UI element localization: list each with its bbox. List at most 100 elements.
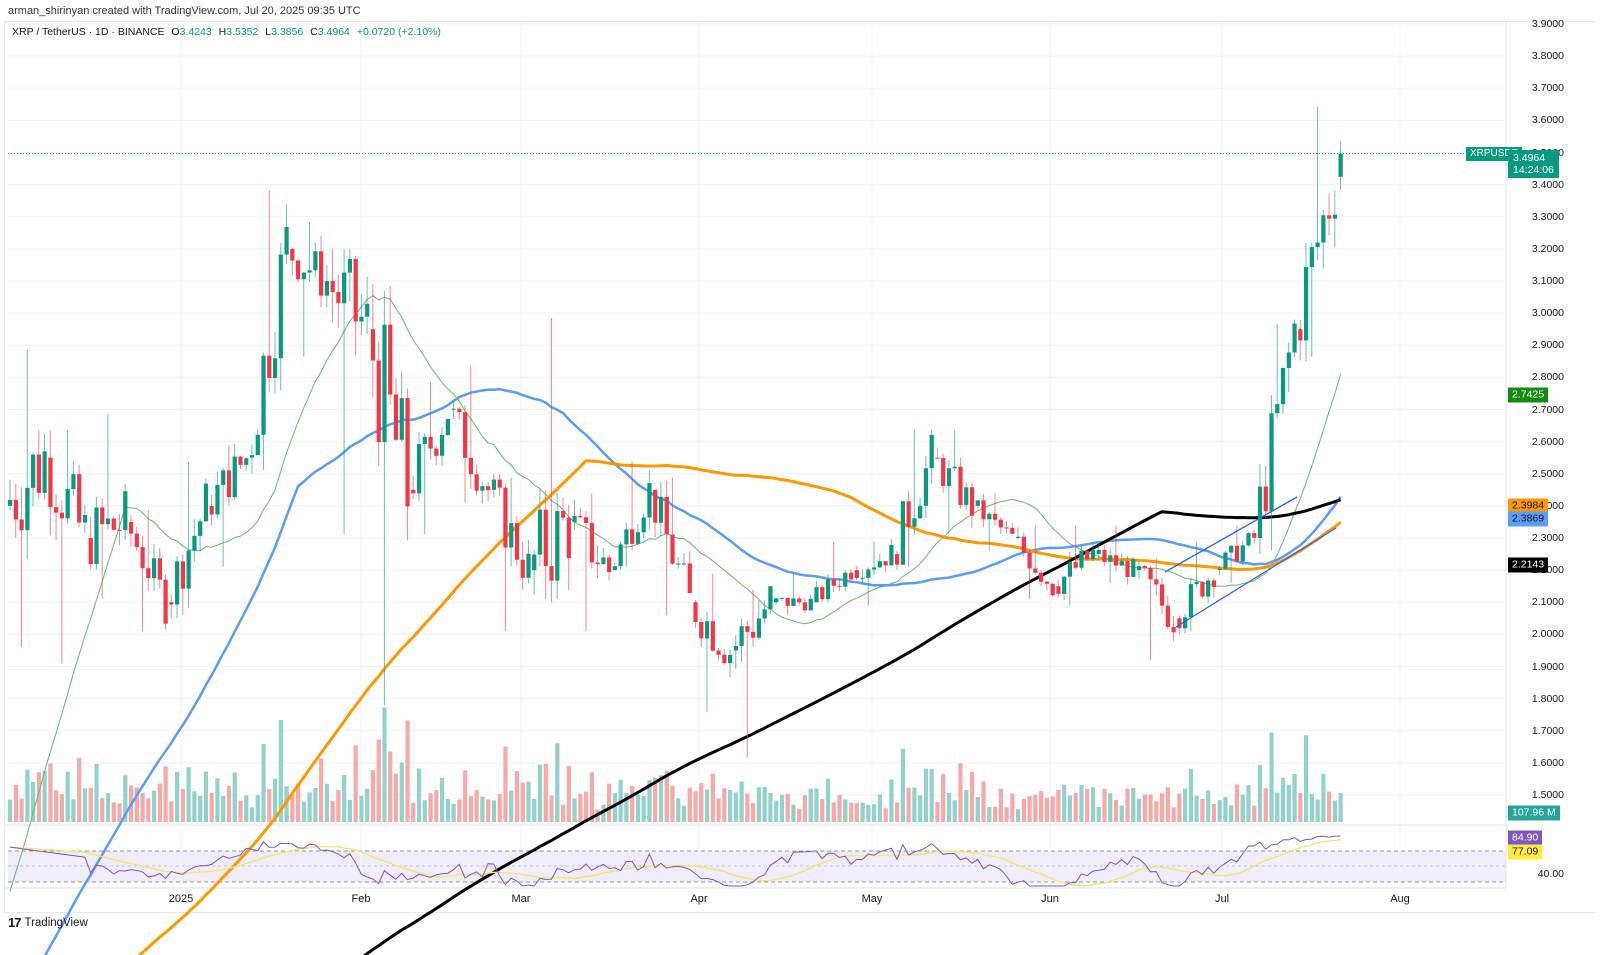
candle-body [912,518,917,527]
ma100-line [137,459,1342,955]
volume-bar [180,789,185,822]
volume-bar [486,799,491,822]
volume-bar [25,769,30,822]
volume-bar [1131,788,1136,822]
candle-body [1252,533,1257,538]
candle-body [1067,562,1073,577]
candle-body [342,272,347,304]
volume-bar [290,793,295,822]
volume-bar [843,799,848,822]
volume-bar [1177,793,1182,822]
bar-countdown: 14:24:06 [1513,164,1554,176]
volume-bar [105,793,111,822]
candle-body [457,408,462,413]
candle-body [1240,545,1245,562]
candle-body [1188,584,1193,618]
volume-bar [791,804,796,822]
volume-bar [1142,794,1147,822]
volume-bar [1183,788,1188,822]
volume-bar [1125,788,1130,822]
candle-body [900,501,905,565]
candle-body [1102,549,1107,562]
volume-bar [566,765,571,822]
volume-bar [1113,799,1119,822]
price-tick-label: 3.1000 [1531,275,1564,287]
volume-bar [336,790,341,822]
volume-bar [370,770,376,822]
open-label: O [171,26,180,38]
candle-body [445,419,450,435]
candle-body [463,412,468,458]
candle-body [975,500,980,506]
candle-body [941,458,946,487]
volume-bar [1217,800,1222,822]
volume-bar [36,772,41,822]
candle-body [123,491,128,531]
candle-body [1338,153,1343,177]
candle-body [1154,579,1159,585]
volume-bar [1073,792,1078,822]
candle-body [54,507,59,513]
volume-bar [601,804,606,822]
volume-bar [509,790,514,822]
ma-value-tag: 2.2143 [1508,557,1549,573]
candle-body [353,258,358,322]
candle-body [422,436,427,444]
candle-body [1062,576,1067,594]
tradingview-logo[interactable]: 17 TradingView [8,915,88,930]
time-tick-label: 2025 [168,893,194,905]
candle-body [134,533,139,548]
volume-bar [1304,735,1309,822]
volume-bar [998,788,1003,822]
volume-bar [457,799,462,822]
time-tick-label: Mar [511,893,531,905]
candle-body [687,563,692,594]
candle-body [215,484,220,515]
candle-body [739,626,744,646]
volume-bar [693,791,698,822]
candle-body [918,505,923,519]
volume-bar [123,775,128,822]
volume-bar [503,746,508,822]
ma-value-tag: 2.3984 [1508,498,1549,514]
candle-body [854,570,859,578]
volume-bar [480,796,485,822]
volume-bar [1252,805,1257,822]
candle-body [676,563,681,565]
candle-body [572,515,577,522]
volume-bar [751,803,756,822]
candle-body [388,324,393,395]
volume-bar [405,720,410,822]
low-label: L [265,26,272,38]
candle-body [866,569,871,578]
candle-body [117,529,122,531]
price-tick-label: 3.6000 [1531,114,1564,127]
volume-bar [134,787,139,822]
candle-body [365,303,370,317]
candle-body [820,587,825,600]
volume-bar [768,792,773,822]
volume-bar [440,777,445,822]
volume-bar [1016,809,1021,822]
volume-bar [1044,797,1049,822]
volume-bar [434,789,439,822]
volume-bar [762,786,767,822]
volume-bar [1079,784,1084,822]
volume-bar [860,802,865,822]
candle-body [1298,329,1303,341]
volume-bar [422,800,427,822]
candle-body [958,466,963,505]
volume-bar [607,783,612,822]
change-value: +0.0720 (+2.10%) [356,26,441,38]
volume-bar [964,790,969,822]
volume-bar [895,802,900,822]
volume-bar [584,791,589,822]
candle-body [1148,567,1153,580]
volume-bar [198,795,203,822]
candle-body [630,529,635,544]
candle-body [670,534,675,564]
candle-body [192,535,197,551]
candle-body [1211,580,1217,587]
volume-bar [831,802,836,822]
